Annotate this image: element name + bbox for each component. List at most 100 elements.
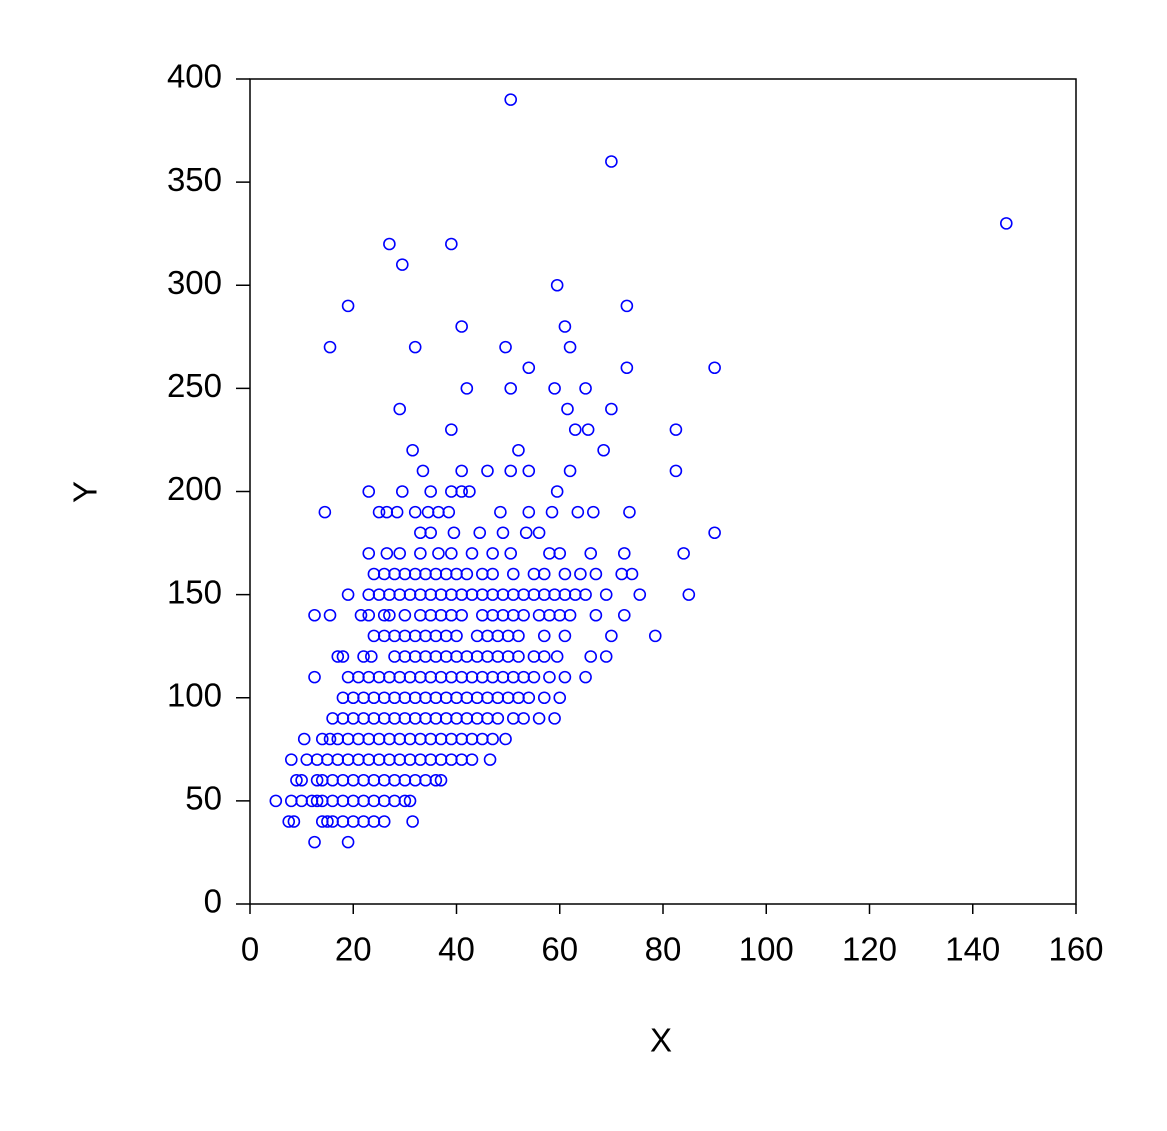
scatter-point bbox=[558, 567, 572, 581]
scatter-point bbox=[377, 608, 391, 622]
scatter-point bbox=[512, 650, 525, 663]
scatter-point bbox=[522, 361, 536, 375]
scatter-point bbox=[553, 547, 567, 560]
scatter-point bbox=[308, 608, 321, 622]
scatter-point bbox=[323, 608, 337, 622]
scatter-point bbox=[341, 835, 355, 849]
scatter-point bbox=[563, 464, 577, 478]
scatter-point bbox=[287, 815, 301, 828]
scatter-point bbox=[512, 629, 525, 643]
scatter-point bbox=[605, 629, 618, 643]
scatter-point bbox=[682, 588, 696, 601]
scatter-point bbox=[504, 547, 518, 560]
scatter-point bbox=[473, 526, 487, 540]
y-tick-label: 50 bbox=[185, 780, 222, 817]
y-axis-label: Y bbox=[67, 481, 104, 503]
scatter-point bbox=[365, 650, 378, 663]
x-tick-label: 60 bbox=[541, 931, 578, 968]
y-tick-label: 150 bbox=[167, 573, 222, 610]
x-tick-label: 20 bbox=[335, 931, 372, 968]
scatter-point bbox=[491, 712, 505, 725]
scatter-point bbox=[323, 732, 337, 746]
scatter-point bbox=[465, 547, 479, 560]
scatter-point bbox=[465, 753, 479, 766]
scatter-point bbox=[708, 361, 721, 375]
scatter-point bbox=[483, 753, 497, 766]
scatter-point bbox=[499, 732, 512, 746]
x-tick-label: 0 bbox=[241, 931, 259, 968]
scatter-point bbox=[597, 443, 610, 457]
scatter-point bbox=[499, 340, 512, 354]
scatter-point bbox=[550, 485, 564, 498]
scatter-point bbox=[362, 485, 376, 498]
scatter-point bbox=[372, 505, 386, 519]
scatter-point bbox=[331, 650, 345, 663]
scatter-point bbox=[677, 547, 690, 560]
scatter-point bbox=[416, 464, 430, 478]
x-tick-label: 120 bbox=[842, 931, 897, 968]
scatter-point bbox=[496, 526, 510, 540]
scatter-point bbox=[357, 650, 370, 663]
scatter-point bbox=[463, 485, 476, 498]
scatter-point bbox=[532, 526, 546, 540]
scatter-point bbox=[579, 588, 592, 601]
scatter-point bbox=[341, 588, 355, 601]
y-tick-label: 250 bbox=[167, 367, 222, 404]
scatter-point bbox=[617, 608, 631, 622]
scatter-point bbox=[617, 547, 631, 560]
scatter-point bbox=[568, 423, 582, 436]
scatter-point bbox=[522, 464, 536, 478]
scatter-point bbox=[669, 464, 683, 478]
scatter-point bbox=[550, 650, 564, 663]
scatter-point bbox=[486, 547, 499, 560]
scatter-point bbox=[377, 815, 391, 828]
scatter-point bbox=[429, 773, 443, 787]
scatter-point bbox=[537, 650, 551, 663]
scatter-point bbox=[395, 258, 409, 271]
scatter-point bbox=[527, 670, 541, 684]
scatter-point bbox=[512, 443, 525, 457]
scatter-point bbox=[486, 567, 499, 581]
scatter-point bbox=[620, 299, 634, 313]
scatter-point bbox=[434, 773, 448, 787]
scatter-point bbox=[323, 340, 337, 354]
scatter-point bbox=[517, 608, 530, 622]
scatter-point bbox=[494, 505, 507, 519]
scatter-point bbox=[579, 382, 592, 395]
scatter-point bbox=[561, 402, 574, 416]
scatter-point bbox=[550, 278, 564, 292]
scatter-point bbox=[442, 505, 456, 519]
x-tick-label: 140 bbox=[945, 931, 1000, 968]
x-tick-label: 40 bbox=[438, 931, 475, 968]
scatter-point bbox=[589, 567, 603, 581]
scatter-point bbox=[548, 382, 561, 395]
scatter-point bbox=[574, 567, 587, 581]
scatter-point bbox=[460, 567, 474, 581]
scatter-point bbox=[486, 732, 499, 746]
scatter-point bbox=[563, 608, 577, 622]
scatter-point bbox=[553, 691, 567, 705]
scatter-point bbox=[383, 237, 396, 251]
scatter-point bbox=[605, 155, 618, 168]
scatter-point bbox=[1000, 217, 1013, 230]
scatter-point bbox=[584, 650, 598, 663]
scatter-point bbox=[455, 485, 468, 498]
scatter-point bbox=[708, 526, 721, 540]
scatter-point bbox=[571, 505, 585, 519]
scatter-point bbox=[517, 712, 530, 725]
scatter-point bbox=[318, 505, 332, 519]
scatter-point bbox=[633, 588, 647, 601]
scatter-point bbox=[445, 547, 458, 560]
scatter-point bbox=[398, 794, 412, 808]
scatter-point bbox=[321, 815, 334, 828]
scatter-point bbox=[506, 567, 520, 581]
scatter-point bbox=[589, 608, 603, 622]
scatter-point bbox=[532, 712, 546, 725]
scatter-point bbox=[383, 608, 396, 622]
scatter-point bbox=[424, 485, 437, 498]
y-tick-label: 0 bbox=[204, 883, 222, 920]
scatter-point bbox=[310, 794, 324, 808]
scatter-point bbox=[290, 773, 303, 787]
x-tick-label: 100 bbox=[739, 931, 794, 968]
